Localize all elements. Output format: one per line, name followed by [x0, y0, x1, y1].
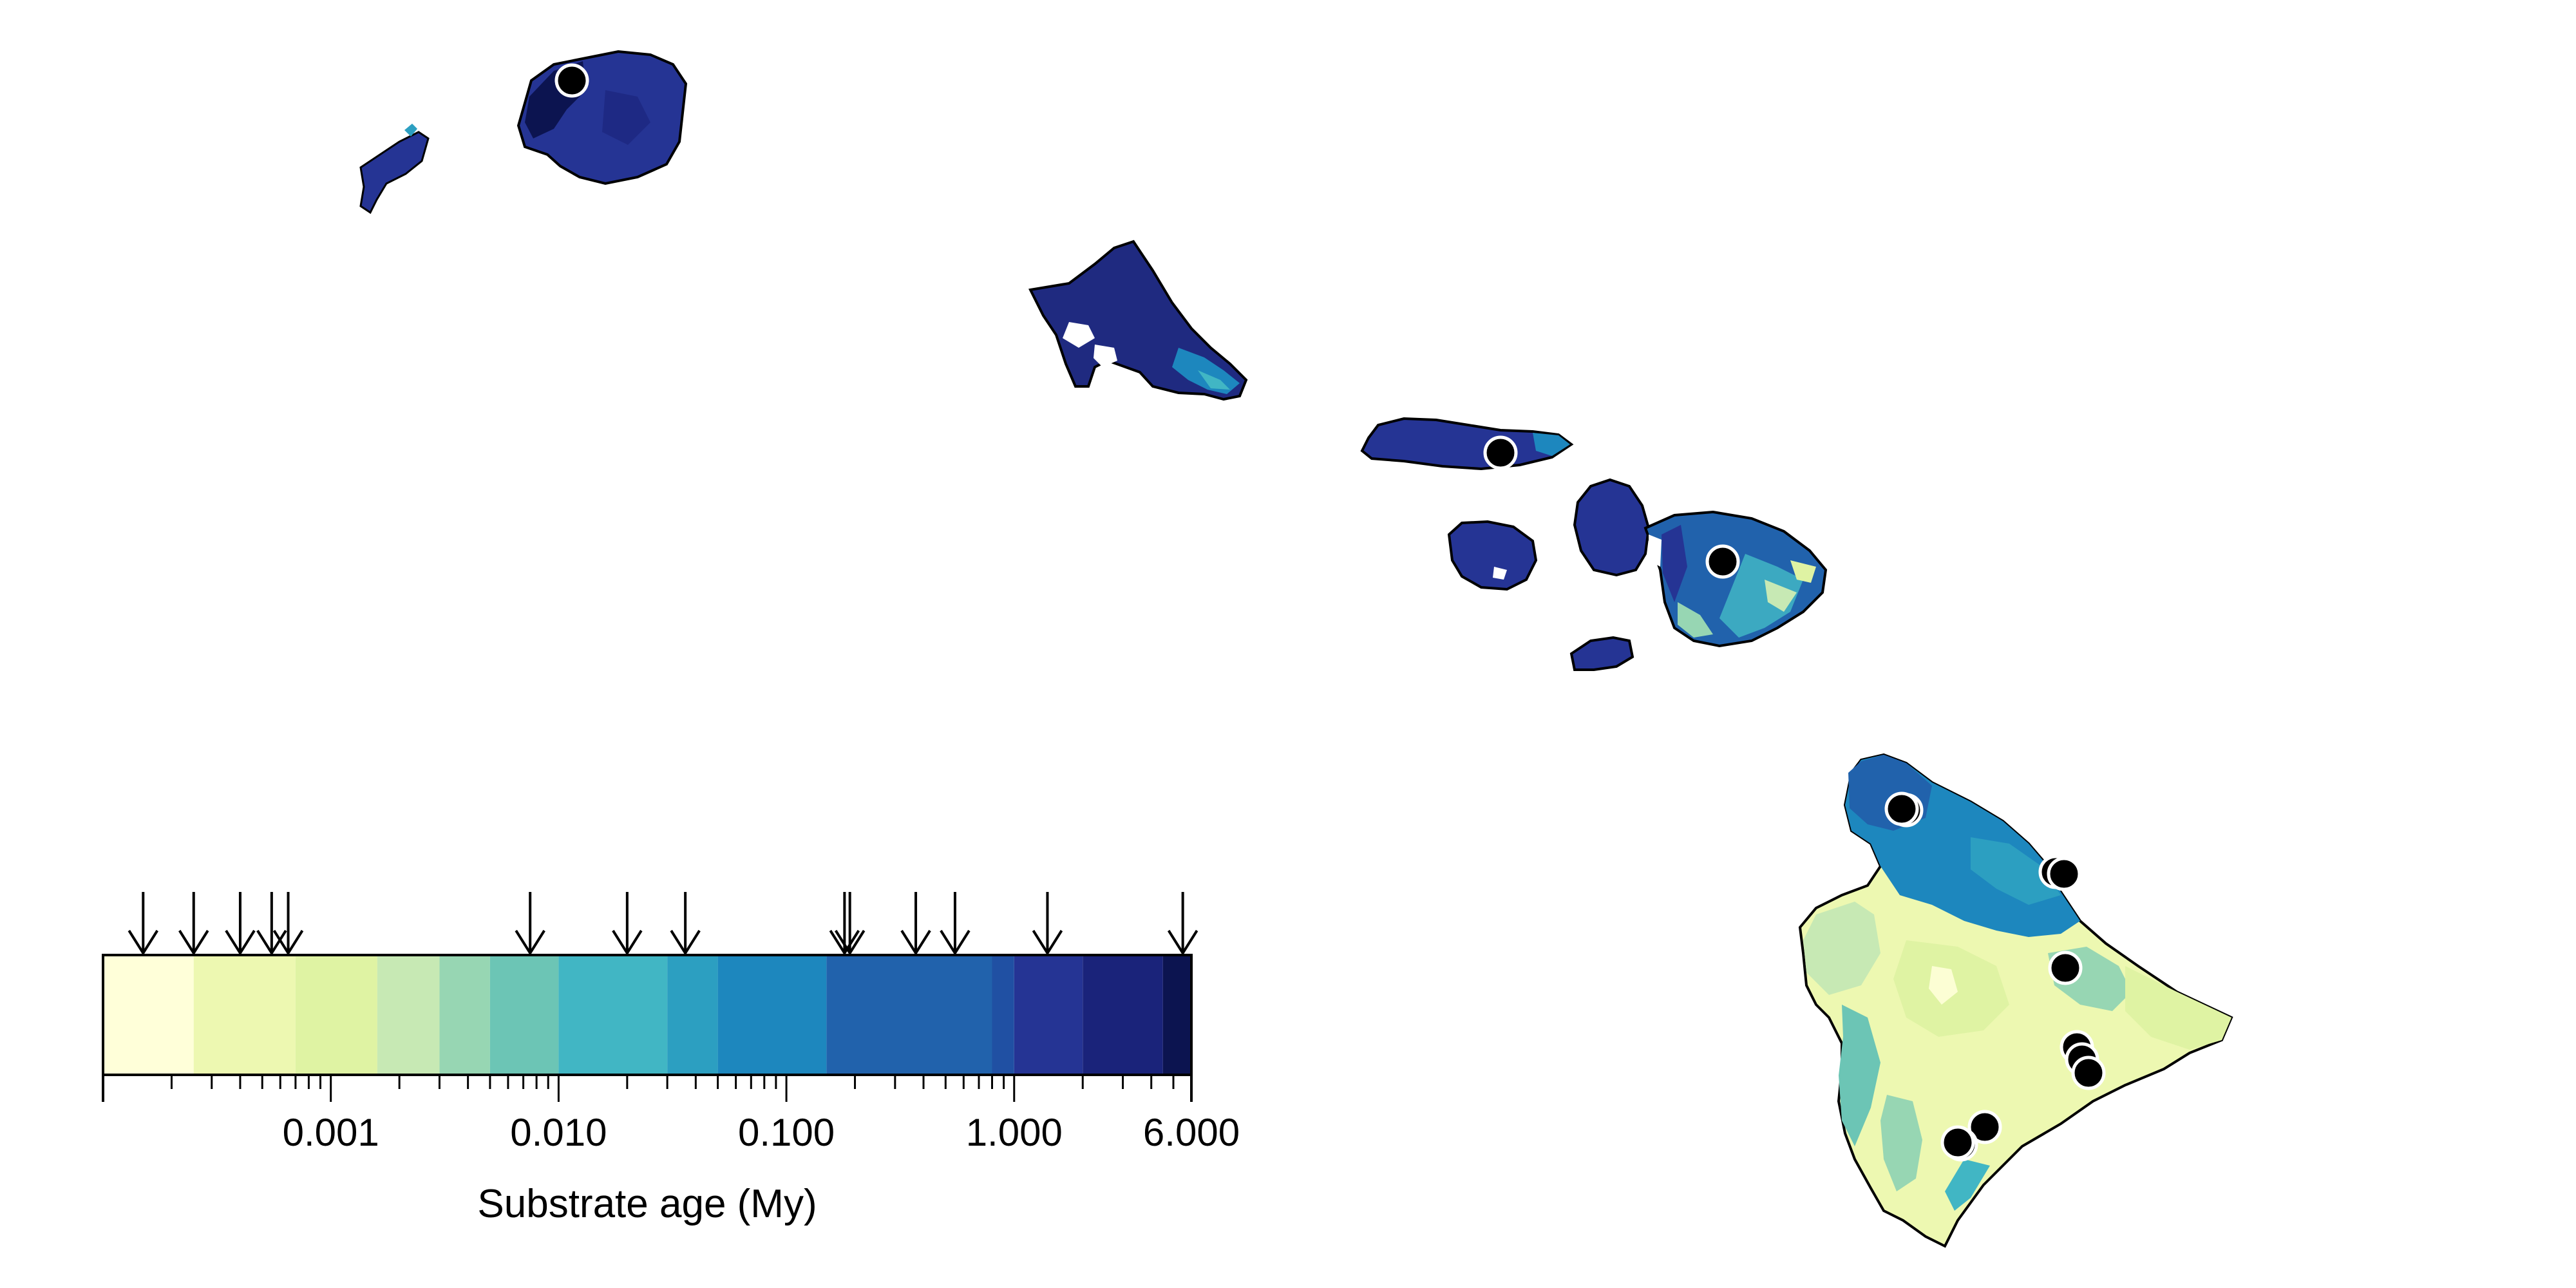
- site-age-arrow: [128, 892, 158, 956]
- color-band: [489, 955, 559, 1075]
- tick-label: 6.000: [1143, 1111, 1240, 1154]
- island-molokai: [1360, 417, 1574, 471]
- color-band: [558, 955, 668, 1075]
- site-marker: [1705, 544, 1740, 579]
- color-band: [193, 955, 296, 1075]
- island-kahoolawe: [1569, 636, 1634, 671]
- site-age-arrow: [670, 892, 701, 956]
- site-age-arrow: [225, 892, 256, 956]
- site-age-arrow: [256, 892, 287, 956]
- site-age-arrow: [1167, 892, 1198, 956]
- tick-label: 0.001: [283, 1111, 379, 1154]
- island-west-maui: [1573, 478, 1651, 577]
- site-age-arrow: [612, 892, 643, 956]
- site-marker: [1967, 1110, 2002, 1144]
- site-age-arrow: [515, 892, 545, 956]
- color-band: [1083, 955, 1163, 1075]
- site-age-arrow: [834, 892, 866, 956]
- island-kauai: [516, 50, 688, 185]
- site-age-arrow: [1032, 892, 1063, 956]
- color-band: [377, 955, 440, 1075]
- site-age-arrows: [128, 892, 1198, 956]
- site-marker: [554, 63, 589, 98]
- site-age-arrow: [900, 892, 931, 956]
- island-hawaii: [1798, 753, 2233, 1248]
- site-marker: [1940, 1125, 1975, 1160]
- site-age-arrow: [940, 892, 971, 956]
- color-band: [826, 955, 992, 1075]
- site-marker: [2048, 951, 2083, 985]
- color-band: [717, 955, 827, 1075]
- color-band: [992, 955, 1014, 1075]
- site-age-arrow: [178, 892, 209, 956]
- tick-label: 0.010: [510, 1111, 607, 1154]
- color-bar-frame: [102, 954, 1193, 1076]
- color-band: [439, 955, 490, 1075]
- tick-label: 0.100: [738, 1111, 835, 1154]
- site-marker: [1483, 435, 1518, 470]
- color-band: [295, 955, 377, 1075]
- site-marker: [1884, 791, 1919, 826]
- color-bar-ticks: 0.001 0.010 0.100 1.000 6.000: [102, 1075, 1240, 1154]
- site-marker: [2071, 1056, 2106, 1090]
- tick-label: 1.000: [966, 1111, 1063, 1154]
- island-lanai: [1447, 520, 1538, 591]
- color-band: [103, 955, 194, 1075]
- site-markers: [554, 63, 2106, 1162]
- color-band: [1162, 955, 1191, 1075]
- site-age-arrow: [272, 892, 304, 956]
- island-east-maui: [1643, 510, 1828, 648]
- island-oahu: [1028, 240, 1248, 401]
- color-band: [667, 955, 718, 1075]
- site-marker: [2047, 857, 2081, 891]
- color-band: [1014, 955, 1083, 1075]
- color-bar: [103, 955, 1191, 1075]
- island-niihau: [359, 124, 430, 214]
- legend-title: Substrate age (My): [477, 1182, 817, 1226]
- age-legend: 0.001 0.010 0.100 1.000 6.000 Substrate age …: [102, 892, 1240, 1226]
